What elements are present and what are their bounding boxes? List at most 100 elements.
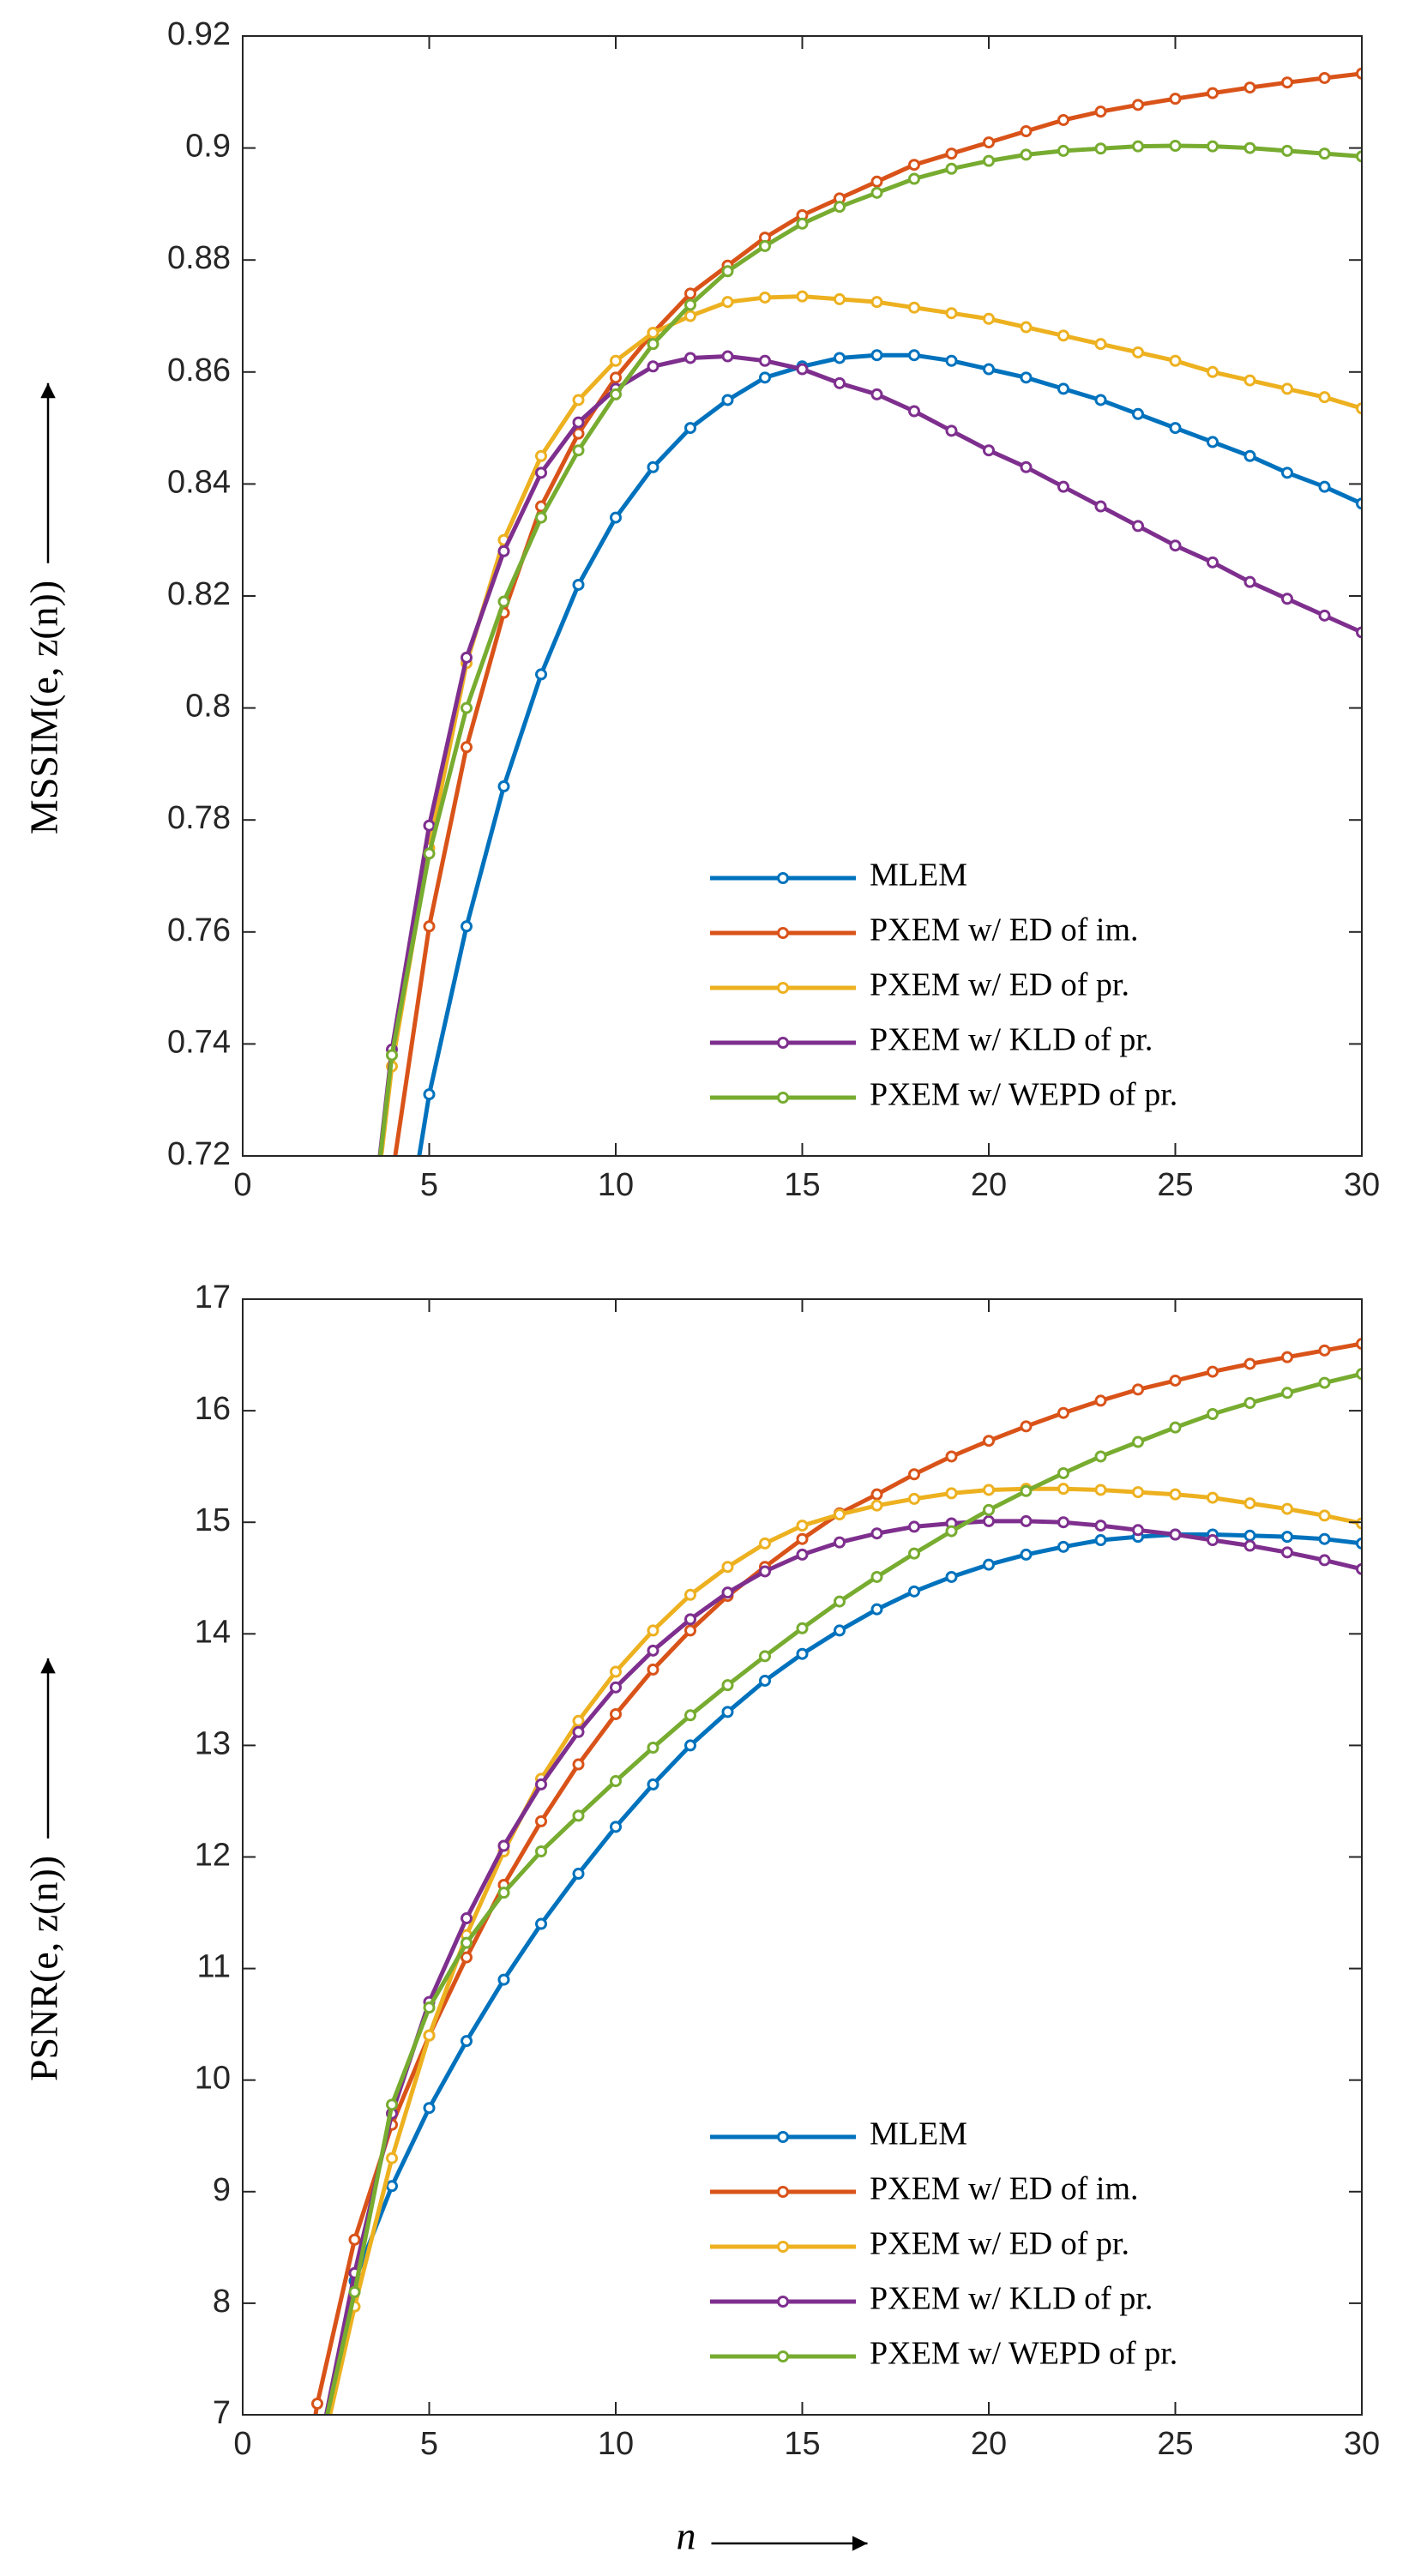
y-tick-label: 0.8 xyxy=(185,689,231,725)
data-point xyxy=(945,354,958,367)
data-point xyxy=(796,1622,809,1634)
data-point xyxy=(1207,556,1219,569)
x-tick-label: 30 xyxy=(1344,1167,1380,1203)
data-point xyxy=(1020,1514,1033,1527)
data-point xyxy=(1281,1387,1293,1399)
x-tick-label: 15 xyxy=(784,1167,820,1203)
data-point xyxy=(535,449,547,462)
data-point xyxy=(1057,113,1069,126)
data-point xyxy=(497,1839,510,1852)
data-point xyxy=(834,1624,846,1637)
data-point xyxy=(1169,1421,1182,1434)
data-point xyxy=(1318,1554,1331,1567)
data-point xyxy=(535,511,547,524)
data-point xyxy=(572,1809,585,1822)
data-point xyxy=(1132,1524,1144,1537)
data-point xyxy=(1057,1540,1069,1553)
data-point xyxy=(572,1868,585,1881)
data-point xyxy=(1318,1344,1331,1357)
data-point xyxy=(1094,1534,1107,1547)
data-point xyxy=(1318,1509,1331,1522)
data-point xyxy=(1020,1548,1033,1561)
data-point xyxy=(721,350,734,363)
data-point xyxy=(1094,1520,1107,1532)
data-point xyxy=(834,1536,846,1549)
data-point xyxy=(610,354,622,367)
data-point xyxy=(647,1663,659,1676)
legend-marker xyxy=(777,1092,789,1104)
data-point xyxy=(1057,329,1069,342)
series-line xyxy=(377,354,1362,1156)
y-tick-label: 0.88 xyxy=(167,240,231,276)
data-point xyxy=(423,819,436,832)
y-axis-label: PSNR(e, z(n)) xyxy=(22,1856,66,2081)
data-point xyxy=(721,1706,734,1718)
data-point xyxy=(313,2455,322,2465)
data-point xyxy=(1281,1531,1293,1544)
data-point xyxy=(572,416,585,429)
data-point xyxy=(1169,139,1182,152)
data-point xyxy=(535,466,547,479)
data-point xyxy=(1094,500,1107,513)
data-point xyxy=(834,292,846,305)
y-tick-label: 8 xyxy=(213,2284,231,2320)
data-point xyxy=(647,360,659,373)
data-point xyxy=(572,444,585,457)
data-point xyxy=(945,1570,958,1583)
data-point xyxy=(983,444,995,457)
data-point xyxy=(684,1588,696,1601)
data-point xyxy=(1318,1376,1331,1389)
data-point xyxy=(834,352,846,364)
y-tick-label: 0.86 xyxy=(167,352,231,388)
legend-label: PXEM w/ ED of pr. xyxy=(870,967,1129,1003)
data-point xyxy=(386,2152,398,2164)
data-point xyxy=(945,1525,958,1538)
data-point xyxy=(1356,1537,1362,1550)
data-point xyxy=(572,1758,585,1771)
data-point xyxy=(572,578,585,591)
data-point xyxy=(1132,407,1144,420)
data-point xyxy=(796,1532,809,1545)
data-point xyxy=(1132,520,1144,533)
data-point xyxy=(759,1565,771,1578)
data-point xyxy=(311,2397,323,2410)
x-tick-label: 20 xyxy=(971,2426,1007,2462)
data-point xyxy=(1281,76,1293,89)
y-tick-label: 9 xyxy=(213,2172,231,2208)
data-point xyxy=(610,1821,622,1833)
data-point xyxy=(796,1548,809,1561)
legend-label: MLEM xyxy=(870,2116,967,2152)
y-tick-label: 16 xyxy=(195,1391,231,1427)
data-point xyxy=(945,1487,958,1500)
data-point xyxy=(1020,1420,1033,1433)
data-point xyxy=(1243,141,1256,154)
x-tick-label: 0 xyxy=(233,2426,251,2462)
legend-label: PXEM w/ KLD of pr. xyxy=(870,1022,1153,1058)
data-point xyxy=(759,1674,771,1687)
data-point xyxy=(834,376,846,389)
series-line xyxy=(325,1371,1362,2415)
data-point xyxy=(1169,1488,1182,1501)
data-point xyxy=(1356,1517,1362,1530)
y-tick-label: 0.82 xyxy=(167,576,231,612)
data-point xyxy=(1094,1484,1107,1496)
plot-area xyxy=(377,67,1362,1156)
data-point xyxy=(1356,402,1362,415)
data-point xyxy=(1243,449,1256,462)
data-point xyxy=(870,388,883,400)
x-tick-label: 5 xyxy=(420,1167,438,1203)
data-point xyxy=(983,154,995,167)
y-tick-label: 13 xyxy=(195,1725,231,1761)
data-point xyxy=(461,2035,473,2048)
data-point xyxy=(1243,575,1256,588)
data-point xyxy=(796,217,809,230)
data-point xyxy=(1169,354,1182,367)
data-point xyxy=(1243,81,1256,94)
data-point xyxy=(1207,87,1219,99)
x-tick-label: 25 xyxy=(1157,1167,1193,1203)
data-point xyxy=(1207,1408,1219,1421)
data-point xyxy=(1356,1562,1362,1575)
y-tick-label: 17 xyxy=(195,1279,231,1315)
legend-label: PXEM w/ WEPD of pr. xyxy=(870,2336,1177,2372)
